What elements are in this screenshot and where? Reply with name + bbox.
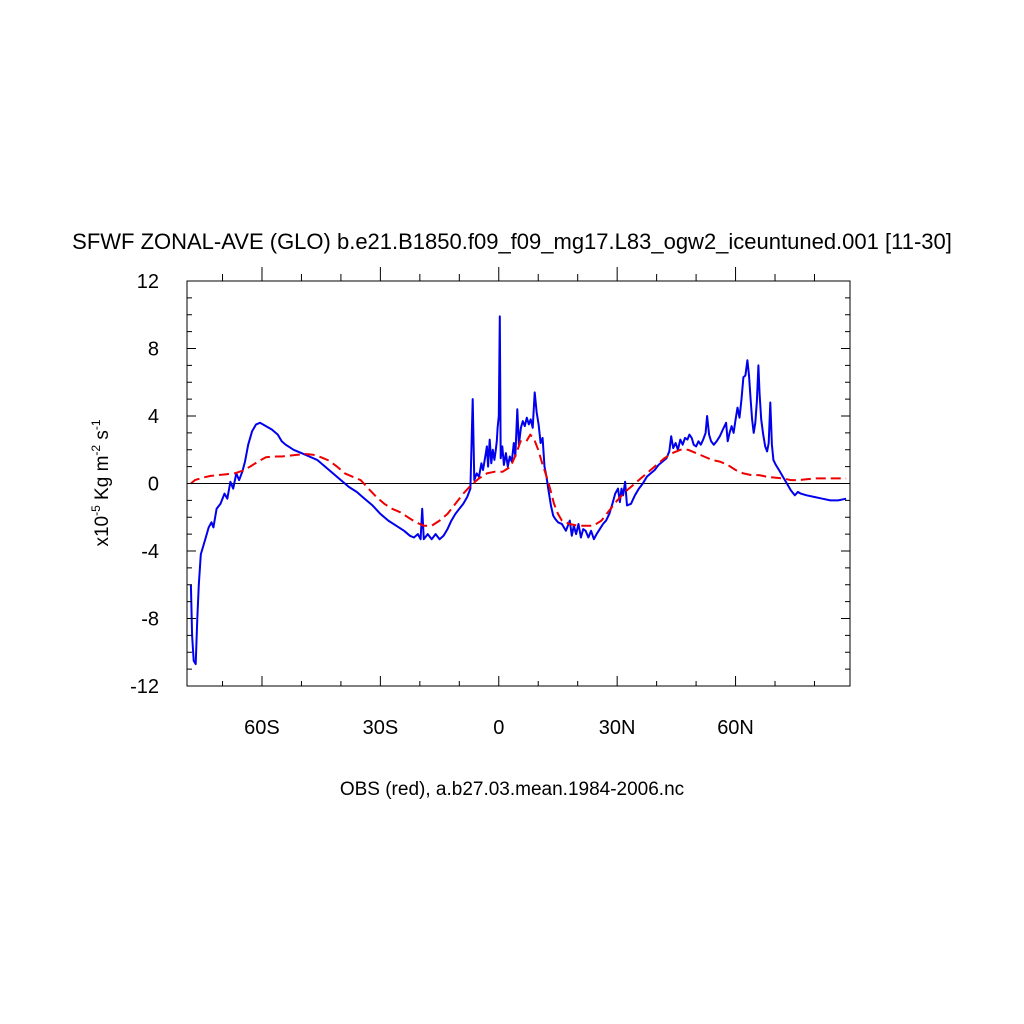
y-tick-label: 0 bbox=[148, 474, 159, 496]
y-tick-label: 12 bbox=[137, 271, 159, 293]
plot-area: -12 -8 -4 0 4 8 12 60S 30S 0 30N 60N bbox=[130, 267, 851, 739]
obs-series-line bbox=[190, 433, 847, 527]
y-axis-label-exponent-3: -1 bbox=[89, 419, 103, 430]
y-axis-label-exponent-1: -5 bbox=[89, 505, 103, 516]
y-axis-label-unit-1: Kg m bbox=[92, 456, 113, 506]
x-tick-label: 30N bbox=[599, 717, 636, 739]
y-axis-label-prefix: x10 bbox=[92, 516, 113, 547]
x-tick-label: 30S bbox=[363, 717, 399, 739]
y-axis-label: x10-5 Kg m-2 s-1 bbox=[89, 419, 113, 546]
y-axis-label-unit-2: s bbox=[92, 430, 113, 445]
model-series-line bbox=[189, 315, 847, 666]
x-tick-label: 60S bbox=[244, 717, 280, 739]
chart-title: SFWF ZONAL-AVE (GLO) b.e21.B1850.f09_f09… bbox=[72, 229, 952, 254]
chart-caption: OBS (red), a.b27.03.mean.1984-2006.nc bbox=[340, 779, 684, 800]
y-tick-label: 8 bbox=[148, 339, 159, 361]
y-tick-label: -4 bbox=[141, 541, 159, 563]
y-tick-label: -12 bbox=[130, 676, 159, 698]
y-tick-label: 4 bbox=[148, 406, 159, 428]
x-tick-label: 0 bbox=[493, 717, 504, 739]
y-tick-label: -8 bbox=[141, 609, 159, 631]
x-tick-label: 60N bbox=[717, 717, 754, 739]
y-axis-label-exponent-2: -2 bbox=[89, 445, 103, 456]
